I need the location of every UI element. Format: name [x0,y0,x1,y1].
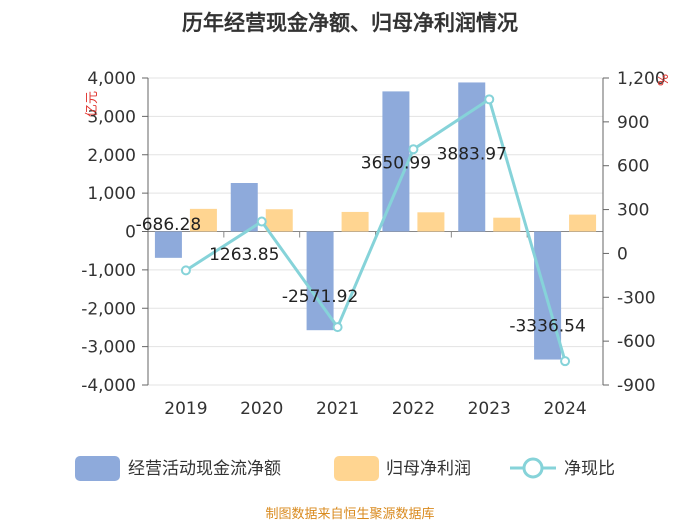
right-tick-label: -900 [617,376,656,396]
legend-label-profit: 归母净利润 [386,459,471,479]
cashflow-data-label: 3650.99 [361,153,431,173]
x-tick-label: 2020 [240,399,283,419]
legend-marker-ratio [522,457,544,479]
right-tick-label: 300 [617,201,649,221]
ratio-point [332,322,343,333]
left-tick-label: -4,000 [81,376,136,396]
x-tick-label: 2023 [468,399,511,419]
bar-profit [569,214,597,232]
left-y-axis: 4,000 3,000 2,000 1,000 0 -1,000 -2,000 -3,000 -… [81,69,149,396]
right-tick-label: -300 [617,288,656,308]
left-tick-label: 0 [125,223,136,243]
right-axis-unit: % [657,74,672,86]
x-tick-label: 2022 [392,399,435,419]
bar-profit [341,211,369,232]
legend-label-cashflow: 经营活动现金流净额 [128,459,281,479]
left-tick-label: -3,000 [81,338,136,358]
x-tick-label: 2021 [316,399,359,419]
legend: 经营活动现金流净额 归母净利润 净现比 [75,456,615,481]
bar-profit [265,209,293,232]
bar-cashflow [230,182,258,232]
ratio-line [185,96,567,362]
x-axis: 2019 2020 2021 2022 2023 2024 [164,231,587,419]
cashflow-data-label: 3883.97 [437,144,507,164]
left-tick-label: 1,000 [87,184,136,204]
left-tick-label: 3,000 [87,107,136,127]
legend-swatch-cashflow [75,456,120,481]
ratio-point [256,216,267,227]
right-tick-label: -600 [617,332,656,352]
bar-cashflow [154,231,182,258]
ratio-point [560,356,571,367]
bar-cashflow [458,82,486,232]
source-note: 制图数据来自恒生聚源数据库 [265,506,434,522]
cashflow-data-label: -686.28 [136,215,202,235]
legend-swatch-profit [334,456,379,481]
line-series [180,94,571,367]
ratio-point [180,265,191,276]
left-tick-label: -1,000 [81,261,136,281]
bar-profit [417,212,445,232]
left-axis-unit: 亿元 [85,91,100,117]
x-tick-label: 2024 [543,399,586,419]
legend-label-ratio: 净现比 [564,459,615,479]
data-labels: -686.28 1263.85 -2571.92 3650.99 3883.97 -333… [136,144,586,336]
cashflow-data-label: -2571.92 [282,287,358,307]
cashflow-data-label: 1263.85 [209,245,279,265]
ratio-point [484,94,495,105]
ratio-point [408,144,419,155]
right-tick-label: 900 [617,113,649,133]
bar-profit [493,217,521,232]
right-tick-label: 0 [617,244,628,264]
chart-title: 历年经营现金净额、归母净利润情况 [182,11,518,35]
cashflow-data-label: -3336.54 [509,317,585,337]
right-tick-label: 1,200 [617,69,666,89]
right-tick-label: 600 [617,157,649,177]
right-y-axis: 1,200 900 600 300 0 -300 -600 -900 [602,69,666,396]
x-tick-label: 2019 [164,399,207,419]
bar-series [154,82,597,360]
bar-profit [189,208,217,232]
left-tick-label: -2,000 [81,299,136,319]
left-tick-label: 4,000 [87,69,136,89]
left-tick-label: 2,000 [87,146,136,166]
